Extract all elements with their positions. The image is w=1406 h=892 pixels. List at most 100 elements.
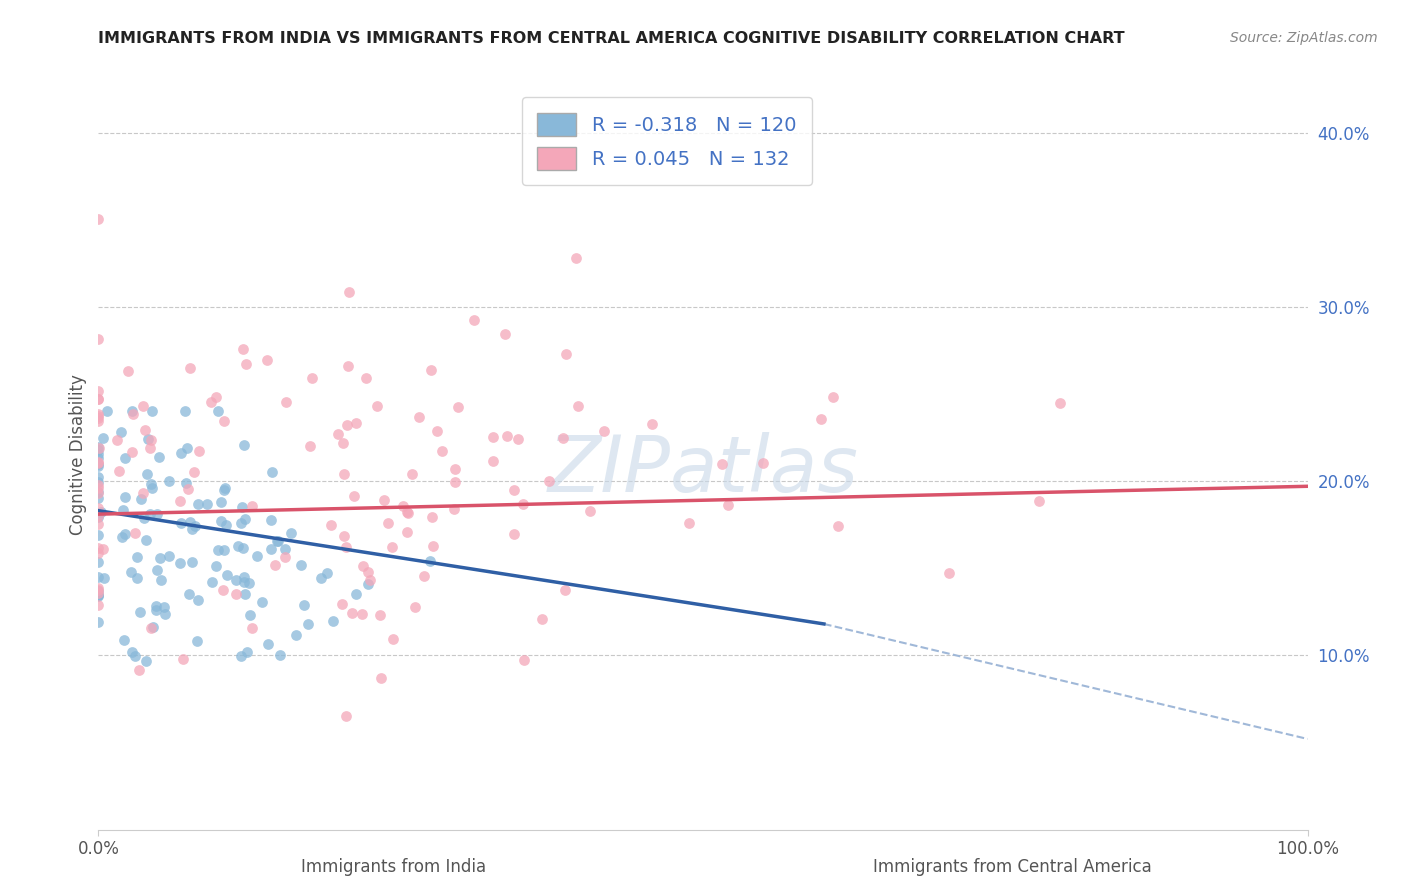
- Point: [269, 648, 291, 662]
- Point: [297, 617, 319, 632]
- Point: [280, 526, 302, 541]
- Text: Immigrants from Central America: Immigrants from Central America: [873, 858, 1152, 876]
- Point: [114, 450, 136, 465]
- Point: [236, 645, 259, 659]
- Point: [150, 574, 173, 588]
- Point: [332, 436, 354, 450]
- Point: [408, 409, 430, 424]
- Point: [135, 467, 157, 481]
- Point: [87, 510, 110, 524]
- Point: [197, 497, 219, 511]
- Point: [335, 709, 357, 723]
- Point: [246, 549, 269, 563]
- Point: [87, 410, 110, 425]
- Point: [419, 553, 441, 567]
- Point: [290, 558, 312, 572]
- Point: [257, 637, 280, 651]
- Point: [111, 531, 134, 545]
- Point: [87, 582, 110, 597]
- Point: [145, 599, 167, 613]
- Point: [124, 526, 146, 541]
- Point: [179, 515, 201, 529]
- Point: [209, 514, 232, 528]
- Point: [238, 575, 260, 590]
- Point: [187, 443, 209, 458]
- Point: [114, 491, 136, 505]
- Point: [129, 491, 152, 506]
- Y-axis label: Cognitive Disability: Cognitive Disability: [69, 375, 87, 535]
- Point: [1049, 396, 1071, 410]
- Point: [512, 497, 534, 511]
- Point: [180, 522, 202, 536]
- Point: [87, 384, 110, 399]
- Point: [125, 571, 148, 585]
- Point: [316, 566, 339, 580]
- Point: [200, 395, 222, 409]
- Point: [422, 539, 444, 553]
- Point: [481, 454, 503, 468]
- Point: [87, 478, 110, 492]
- Point: [326, 427, 349, 442]
- Point: [204, 390, 226, 404]
- Point: [87, 486, 110, 500]
- Point: [377, 516, 399, 530]
- Point: [373, 492, 395, 507]
- Point: [356, 370, 378, 384]
- Point: [142, 620, 165, 634]
- Point: [121, 404, 143, 418]
- Point: [298, 439, 321, 453]
- Point: [87, 392, 110, 407]
- Point: [821, 390, 844, 404]
- Point: [87, 585, 110, 599]
- Point: [149, 551, 172, 566]
- Point: [169, 494, 191, 508]
- Point: [444, 462, 467, 476]
- Point: [233, 512, 256, 526]
- Point: [401, 467, 423, 481]
- Point: [214, 542, 236, 557]
- Point: [717, 498, 740, 512]
- Point: [169, 557, 191, 571]
- Point: [235, 357, 257, 371]
- Point: [117, 364, 139, 378]
- Point: [138, 508, 160, 522]
- Point: [368, 607, 391, 622]
- Point: [146, 563, 169, 577]
- Point: [229, 516, 252, 530]
- Point: [752, 456, 775, 470]
- Point: [396, 505, 419, 519]
- Point: [292, 598, 315, 612]
- Point: [87, 583, 110, 598]
- Text: Immigrants from India: Immigrants from India: [301, 858, 486, 876]
- Point: [110, 425, 132, 440]
- Point: [554, 583, 576, 598]
- Point: [530, 612, 553, 626]
- Point: [129, 605, 152, 619]
- Point: [87, 516, 110, 531]
- Point: [87, 455, 110, 469]
- Point: [551, 431, 574, 445]
- Point: [381, 632, 404, 646]
- Point: [537, 474, 560, 488]
- Point: [482, 430, 505, 444]
- Point: [93, 571, 115, 585]
- Point: [87, 581, 110, 595]
- Point: [321, 517, 343, 532]
- Text: ZIPatlas: ZIPatlas: [547, 432, 859, 508]
- Point: [90, 505, 112, 519]
- Point: [344, 417, 367, 431]
- Point: [332, 467, 354, 482]
- Point: [87, 451, 110, 466]
- Point: [135, 533, 157, 547]
- Point: [215, 517, 238, 532]
- Point: [359, 573, 381, 587]
- Point: [260, 513, 283, 527]
- Point: [180, 556, 202, 570]
- Point: [212, 414, 235, 428]
- Point: [207, 404, 229, 418]
- Point: [420, 363, 443, 377]
- Point: [336, 418, 359, 433]
- Point: [172, 652, 194, 666]
- Point: [274, 394, 297, 409]
- Point: [391, 499, 413, 513]
